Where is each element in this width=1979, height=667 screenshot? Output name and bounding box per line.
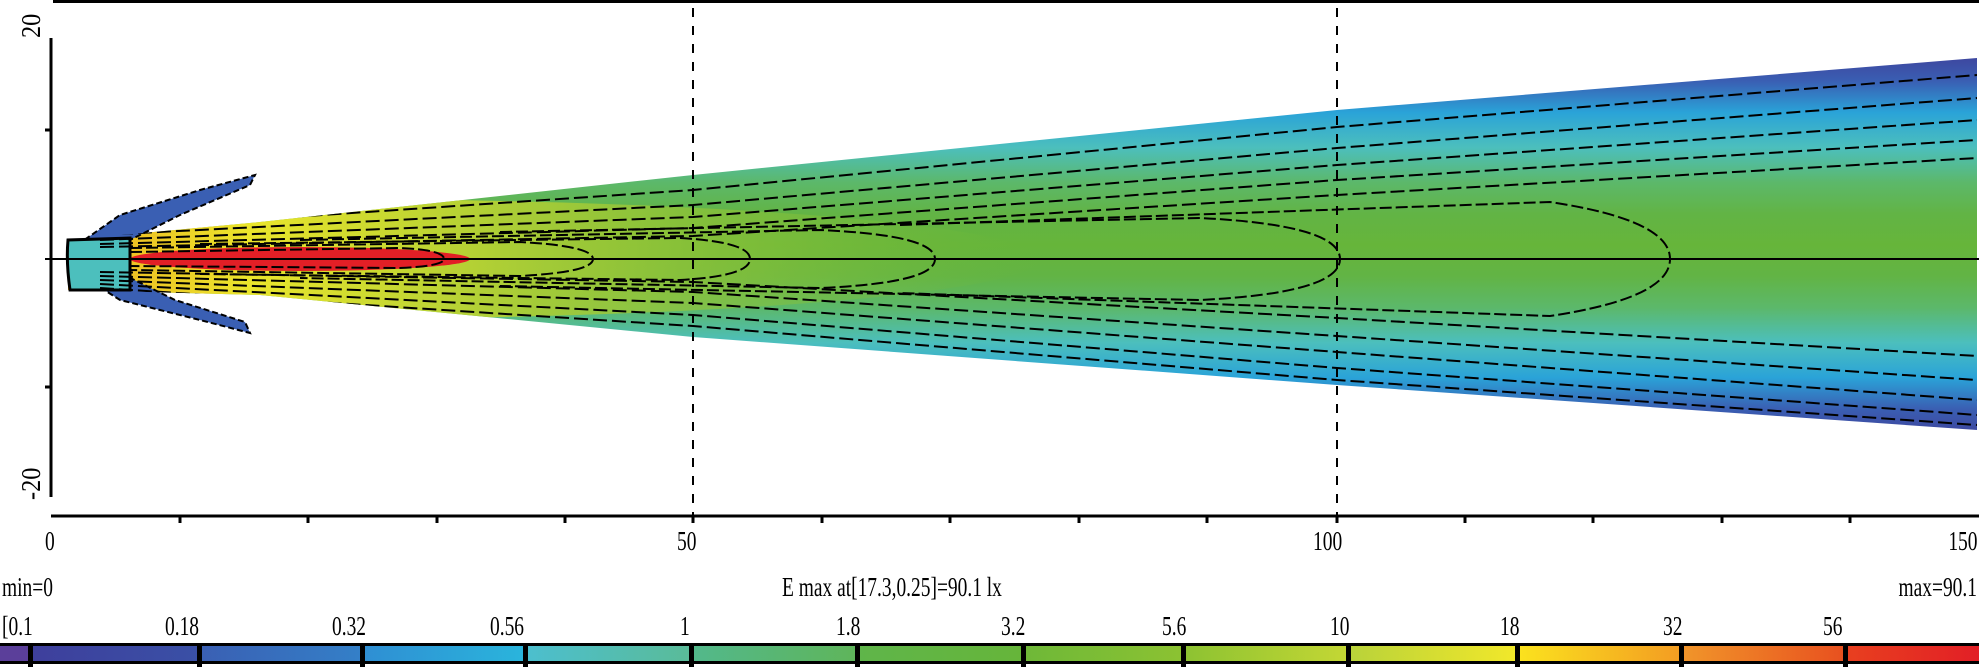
cb-label: 0.32 — [332, 611, 367, 641]
colorbar — [0, 643, 1979, 667]
cb-divider — [1181, 643, 1186, 667]
cb-label: 3.2 — [1001, 611, 1026, 641]
cb-label: 18 — [1500, 611, 1520, 641]
cb-divider — [1515, 643, 1520, 667]
cb-label: 5.6 — [1162, 611, 1187, 641]
cb-divider — [855, 643, 860, 667]
cb-label: 56 — [1823, 611, 1843, 641]
cb-seg — [525, 646, 691, 661]
cb-divider — [197, 643, 202, 667]
y-tick-label-bottom: -20 — [16, 467, 46, 500]
cb-seg — [1348, 646, 1517, 661]
cb-label: [0.1 — [2, 611, 33, 641]
cb-seg — [1681, 646, 1845, 661]
cb-seg — [199, 646, 362, 661]
emax-label: E max at[17.3,0.25]=90.1 lx — [782, 572, 1002, 602]
cb-seg — [30, 646, 199, 661]
vertical-gridlines — [692, 8, 1338, 516]
cb-seg — [0, 646, 30, 661]
max-label: max=90.1 — [1898, 572, 1977, 602]
cb-label: 1.8 — [836, 611, 861, 641]
cb-seg — [691, 646, 857, 661]
cb-label: 0.18 — [165, 611, 200, 641]
cb-divider — [1843, 643, 1848, 667]
cb-divider — [1346, 643, 1351, 667]
contour-lines — [99, 74, 1977, 426]
cb-seg — [1845, 646, 1979, 661]
cb-label: 10 — [1330, 611, 1350, 641]
cb-seg — [1183, 646, 1348, 661]
cb-divider — [1021, 643, 1026, 667]
cb-label: 32 — [1663, 611, 1683, 641]
cb-seg — [857, 646, 1023, 661]
cb-divider — [28, 643, 33, 667]
y-tick-label-top: 20 — [16, 13, 46, 38]
x-tick-label-0: 0 — [45, 526, 55, 556]
cb-divider — [360, 643, 365, 667]
x-tick-label-150: 150 — [1947, 526, 1977, 556]
cb-label: 0.56 — [490, 611, 525, 641]
cb-label: 1 — [680, 611, 690, 641]
cb-seg — [362, 646, 525, 661]
cb-seg — [1023, 646, 1183, 661]
y-ticks — [45, 128, 51, 389]
x-tick-label-50: 50 — [677, 526, 697, 556]
cb-divider — [1679, 643, 1684, 667]
min-label: min=0 — [2, 572, 53, 602]
cb-divider — [523, 643, 528, 667]
x-ticks — [178, 516, 1852, 523]
cb-seg — [1517, 646, 1681, 661]
x-tick-label-100: 100 — [1313, 526, 1343, 556]
cb-divider — [689, 643, 694, 667]
